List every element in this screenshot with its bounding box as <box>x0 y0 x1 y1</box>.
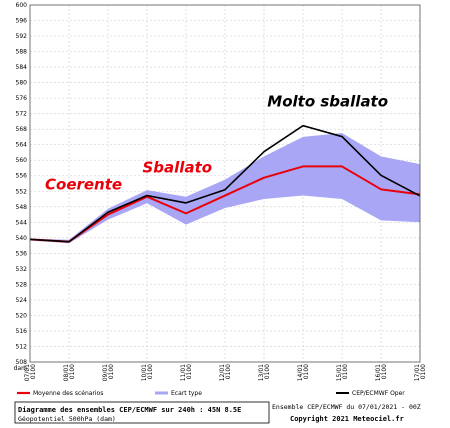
x-tick-time: 0100 <box>420 364 427 379</box>
y-tick-label: 560 <box>16 157 28 164</box>
series-lines <box>29 124 421 243</box>
x-tick-time: 0100 <box>381 364 388 379</box>
x-tick-label: 10/01 0100 <box>141 364 154 381</box>
x-tick-time: 0100 <box>264 364 271 379</box>
y-tick-label: 568 <box>16 126 28 133</box>
y-tick-label: 516 <box>16 328 28 335</box>
x-tick-date: 16/01 <box>375 364 382 381</box>
x-tick-date: 08/01 <box>63 364 70 381</box>
x-tick-label: 14/01 0100 <box>297 364 310 381</box>
x-tick-time: 0100 <box>225 364 232 379</box>
x-tick-time: 0100 <box>186 364 193 379</box>
plot-border <box>29 4 421 363</box>
footer-subtitle: Géopotentiel 500hPa (dam) <box>18 415 116 423</box>
x-tick-time: 0100 <box>108 364 115 379</box>
x-tick-date: 11/01 <box>180 364 187 381</box>
x-tick-label: 15/01 0100 <box>336 364 349 381</box>
y-tick-label: 536 <box>16 250 28 257</box>
y-tick-label: 564 <box>16 142 28 149</box>
plot-frame <box>29 4 421 363</box>
x-tick-label: 16/01 0100 <box>375 364 388 381</box>
y-tick-label: 592 <box>16 33 28 40</box>
y-tick-label: 580 <box>16 80 28 87</box>
x-tick-date: 07/01 <box>24 364 31 381</box>
footer-run-info: Ensemble CEP/ECMWF du 07/01/2021 - 00Z <box>272 403 421 411</box>
x-tick-date: 15/01 <box>336 364 343 381</box>
y-tick-label: 576 <box>16 95 28 102</box>
footer-title: Diagramme des ensembles CEP/ECMWF sur 24… <box>18 406 241 414</box>
x-tick-time: 0100 <box>30 364 37 379</box>
footer-copyright: Copyright 2021 Meteociel.fr <box>290 415 404 423</box>
oper-line <box>29 124 421 243</box>
footer: Diagramme des ensembles CEP/ECMWF sur 24… <box>14 401 421 424</box>
std-dev-band <box>30 133 420 244</box>
legend: Moyenne des scénarios Ecart type CEP/ECM… <box>17 390 405 397</box>
annotation-label: Sballato <box>143 159 213 177</box>
y-tick-label: 540 <box>16 235 28 242</box>
x-tick-label: 11/01 0100 <box>180 364 193 381</box>
legend-label-oper: CEP/ECMWF Oper <box>352 390 405 397</box>
annotation-label: Coerente <box>45 175 122 193</box>
mean-line <box>29 165 421 243</box>
annotation-label: Molto sballato <box>267 93 388 111</box>
y-tick-label: 520 <box>16 312 28 319</box>
x-tick-time: 0100 <box>69 364 76 379</box>
x-tick-time: 0100 <box>147 364 154 379</box>
x-tick-label: 09/01 0100 <box>102 364 115 381</box>
gridlines <box>29 4 421 363</box>
y-tick-label: 600 <box>16 2 28 9</box>
x-tick-label: 07/01 0100 <box>24 364 37 381</box>
annotations: Coerente Sballato Molto sballato <box>45 93 388 194</box>
footer-box <box>14 401 270 424</box>
x-tick-date: 12/01 <box>219 364 226 381</box>
band-area <box>30 133 420 244</box>
x-axis-ticks: 07/01 0100 08/01 0100 09/01 0100 10/01 0100 11/0… <box>24 364 427 381</box>
x-tick-date: 14/01 <box>297 364 304 381</box>
legend-label-mean: Moyenne des scénarios <box>33 390 103 397</box>
x-tick-label: 12/01 0100 <box>219 364 232 381</box>
x-tick-time: 0100 <box>342 364 349 379</box>
x-tick-date: 17/01 <box>414 364 421 381</box>
legend-label-band: Ecart type <box>171 390 202 397</box>
x-tick-label: 08/01 0100 <box>63 364 76 381</box>
y-unit-label: dam <box>14 365 27 372</box>
x-tick-label: 13/01 0100 <box>258 364 271 381</box>
y-tick-label: 544 <box>16 219 28 226</box>
x-tick-date: 13/01 <box>258 364 265 381</box>
x-tick-time: 0100 <box>303 364 310 379</box>
x-tick-date: 09/01 <box>102 364 109 381</box>
y-tick-label: 528 <box>16 281 28 288</box>
y-tick-label: 512 <box>16 343 28 350</box>
y-tick-label: 556 <box>16 173 28 180</box>
y-tick-label: 524 <box>16 297 28 304</box>
y-tick-label: 548 <box>16 204 28 211</box>
x-tick-date: 10/01 <box>141 364 148 381</box>
y-tick-label: 532 <box>16 266 28 273</box>
y-tick-label: 508 <box>16 359 28 366</box>
x-tick-label: 17/01 0100 <box>414 364 427 381</box>
y-tick-label: 584 <box>16 64 28 71</box>
y-tick-label: 596 <box>16 18 28 25</box>
y-axis-ticks: 508 512 516 520 524 528 532 536 540 544 548 552 556 5… <box>14 2 28 372</box>
y-tick-label: 552 <box>16 188 28 195</box>
y-tick-label: 572 <box>16 111 28 118</box>
y-tick-label: 588 <box>16 49 28 56</box>
